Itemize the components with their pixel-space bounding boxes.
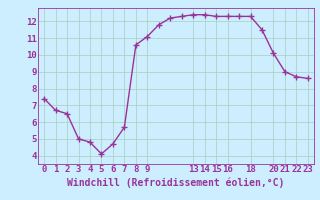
X-axis label: Windchill (Refroidissement éolien,°C): Windchill (Refroidissement éolien,°C)	[67, 177, 285, 188]
